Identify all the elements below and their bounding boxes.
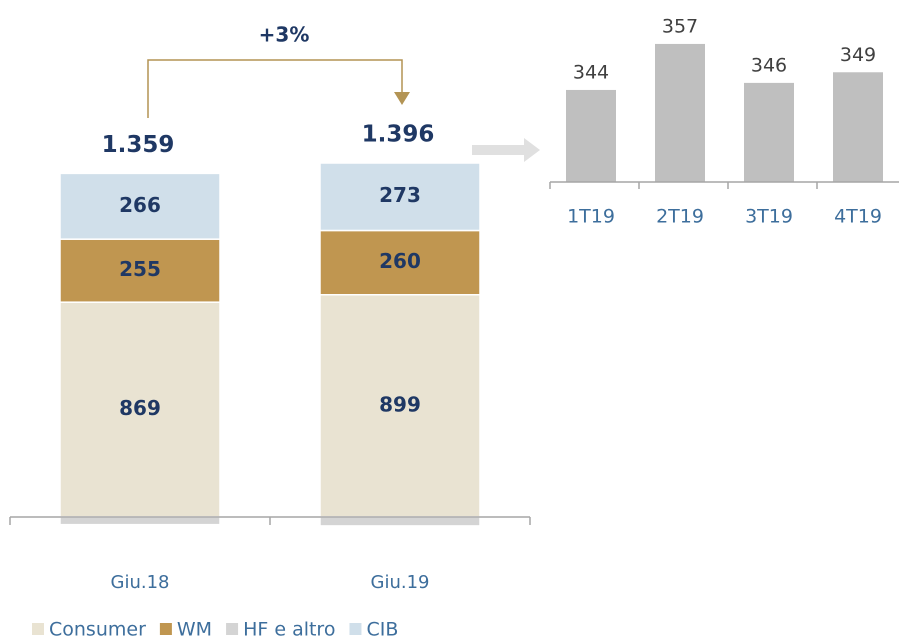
bar-segment: [319, 294, 481, 518]
bar-segment: [59, 301, 221, 518]
value-label: 357: [662, 15, 698, 37]
value-label: 349: [840, 44, 876, 66]
legend-label: Consumer: [49, 619, 146, 641]
total-label: 1.359: [102, 132, 175, 158]
growth-bracket: [147, 59, 403, 118]
growth-arrowhead: [394, 92, 410, 105]
bar: [744, 82, 794, 182]
segment-label: 273: [379, 183, 421, 207]
bar-segment: [319, 162, 481, 232]
legend-swatch: [159, 623, 172, 635]
bar: [566, 89, 616, 182]
x-tick-label: 4T19: [834, 206, 882, 228]
bar-segment: [59, 172, 221, 240]
legend-label: WM: [177, 619, 212, 641]
legend-label: CIB: [366, 619, 398, 641]
detail-arrowhead: [524, 138, 540, 162]
x-tick-label: 1T19: [567, 206, 615, 228]
bar-segment: [319, 229, 481, 296]
bar-segment: [59, 516, 221, 526]
legend-label: HF e altro: [243, 619, 335, 641]
legend-swatch: [226, 623, 239, 635]
bar-segment: [59, 238, 221, 303]
x-tick-label: Giu.19: [371, 572, 430, 593]
x-tick-label: 3T19: [745, 206, 793, 228]
detail-arrow: [472, 145, 524, 155]
bar: [833, 72, 883, 182]
legend-swatch: [349, 623, 362, 635]
segment-label: 255: [119, 257, 161, 281]
total-label: 1.396: [362, 122, 435, 148]
growth-annotation: +3%: [259, 23, 310, 47]
legend-swatch: [32, 623, 44, 635]
bar-segment: [319, 516, 481, 527]
bar: [655, 43, 705, 182]
segment-label: 899: [379, 392, 421, 416]
segment-label: 260: [379, 249, 421, 273]
segment-label: 869: [119, 396, 161, 420]
segment-label: 266: [119, 193, 161, 217]
value-label: 346: [751, 54, 787, 76]
x-tick-label: Giu.18: [111, 572, 170, 593]
value-label: 344: [573, 61, 609, 83]
x-tick-label: 2T19: [656, 206, 704, 228]
